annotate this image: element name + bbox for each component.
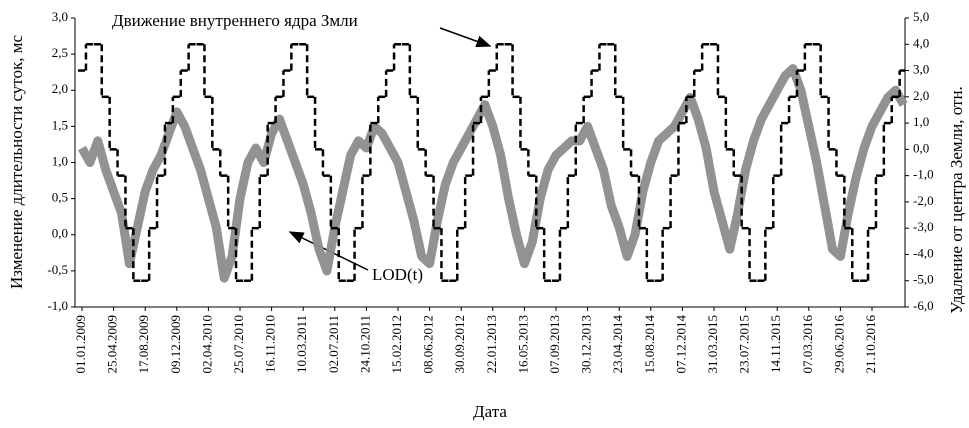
y2-axis-label: Удаление от центра Земли, отн. <box>947 86 966 314</box>
x-tick-label: 14.11.2015 <box>768 315 783 373</box>
x-tick-label: 22.01.2013 <box>484 315 499 374</box>
x-tick-label: 01.01.2009 <box>73 315 88 374</box>
y2-tick-label: -6,0 <box>913 298 934 313</box>
x-tick-label: 15.02.2012 <box>389 315 404 374</box>
x-tick-label: 07.12.2014 <box>673 315 688 374</box>
x-tick-label: 31.03.2015 <box>705 315 720 374</box>
y2-tick-label: -5,0 <box>913 272 934 287</box>
x-tick-label: 08.06.2012 <box>421 315 436 374</box>
y-tick-label: -0,5 <box>47 262 68 277</box>
y-tick-label: 2,0 <box>52 81 68 96</box>
x-tick-label: 25.07.2010 <box>231 315 246 374</box>
x-tick-label: 16.05.2013 <box>515 315 530 374</box>
x-axis-label: Дата <box>473 402 507 421</box>
y-tick-label: 1,5 <box>52 117 68 132</box>
y2-tick-label: -3,0 <box>913 219 934 234</box>
x-tick-label: 02.07.2011 <box>326 315 341 373</box>
y2-tick-label: -4,0 <box>913 245 934 260</box>
annotation: Движение внутреннего ядра Змли <box>112 11 358 30</box>
y2-tick-label: -1,0 <box>913 167 934 182</box>
y2-tick-label: 0,0 <box>913 140 929 155</box>
annotation-arrow <box>439 27 492 48</box>
x-tick-label: 07.09.2013 <box>547 315 562 374</box>
x-tick-label: 07.03.2016 <box>800 315 815 374</box>
y-tick-label: 0,0 <box>52 226 68 241</box>
x-tick-label: 30.09.2012 <box>452 315 467 374</box>
y2-tick-label: 2,0 <box>913 88 929 103</box>
x-tick-label: 15.08.2014 <box>642 315 657 374</box>
x-tick-label: 21.10.2016 <box>863 315 878 374</box>
y2-tick-label: 3,0 <box>913 62 929 77</box>
x-tick-label: 30.12.2013 <box>579 315 594 374</box>
x-tick-label: 10.03.2011 <box>294 315 309 373</box>
x-tick-label: 17.08.2009 <box>136 315 151 374</box>
y-axis-label: Изменение длительности суток, мс <box>7 35 26 290</box>
annotation: LOD(t) <box>372 265 423 284</box>
x-tick-label: 24.10.2011 <box>357 315 372 373</box>
x-tick-label: 23.04.2014 <box>610 315 625 374</box>
y-tick-label: 2,5 <box>52 45 68 60</box>
lod-line <box>78 64 908 283</box>
x-tick-label: 09.12.2009 <box>168 315 183 374</box>
x-tick-label: 02.04.2010 <box>199 315 214 374</box>
y-tick-label: 3,0 <box>52 9 68 24</box>
y2-tick-label: 1,0 <box>913 114 929 129</box>
x-tick-label: 25.04.2009 <box>105 315 120 374</box>
y-tick-label: 0,5 <box>52 190 68 205</box>
x-tick-label: 16.11.2010 <box>263 315 278 373</box>
x-tick-label: 23.07.2015 <box>737 315 752 374</box>
x-tick-label: 29.06.2016 <box>831 315 846 374</box>
y2-tick-label: -2,0 <box>913 193 934 208</box>
y2-tick-label: 4,0 <box>913 35 929 50</box>
y2-tick-label: 5,0 <box>913 9 929 24</box>
y-tick-label: 1,0 <box>52 153 68 168</box>
y-tick-label: -1,0 <box>47 298 68 313</box>
